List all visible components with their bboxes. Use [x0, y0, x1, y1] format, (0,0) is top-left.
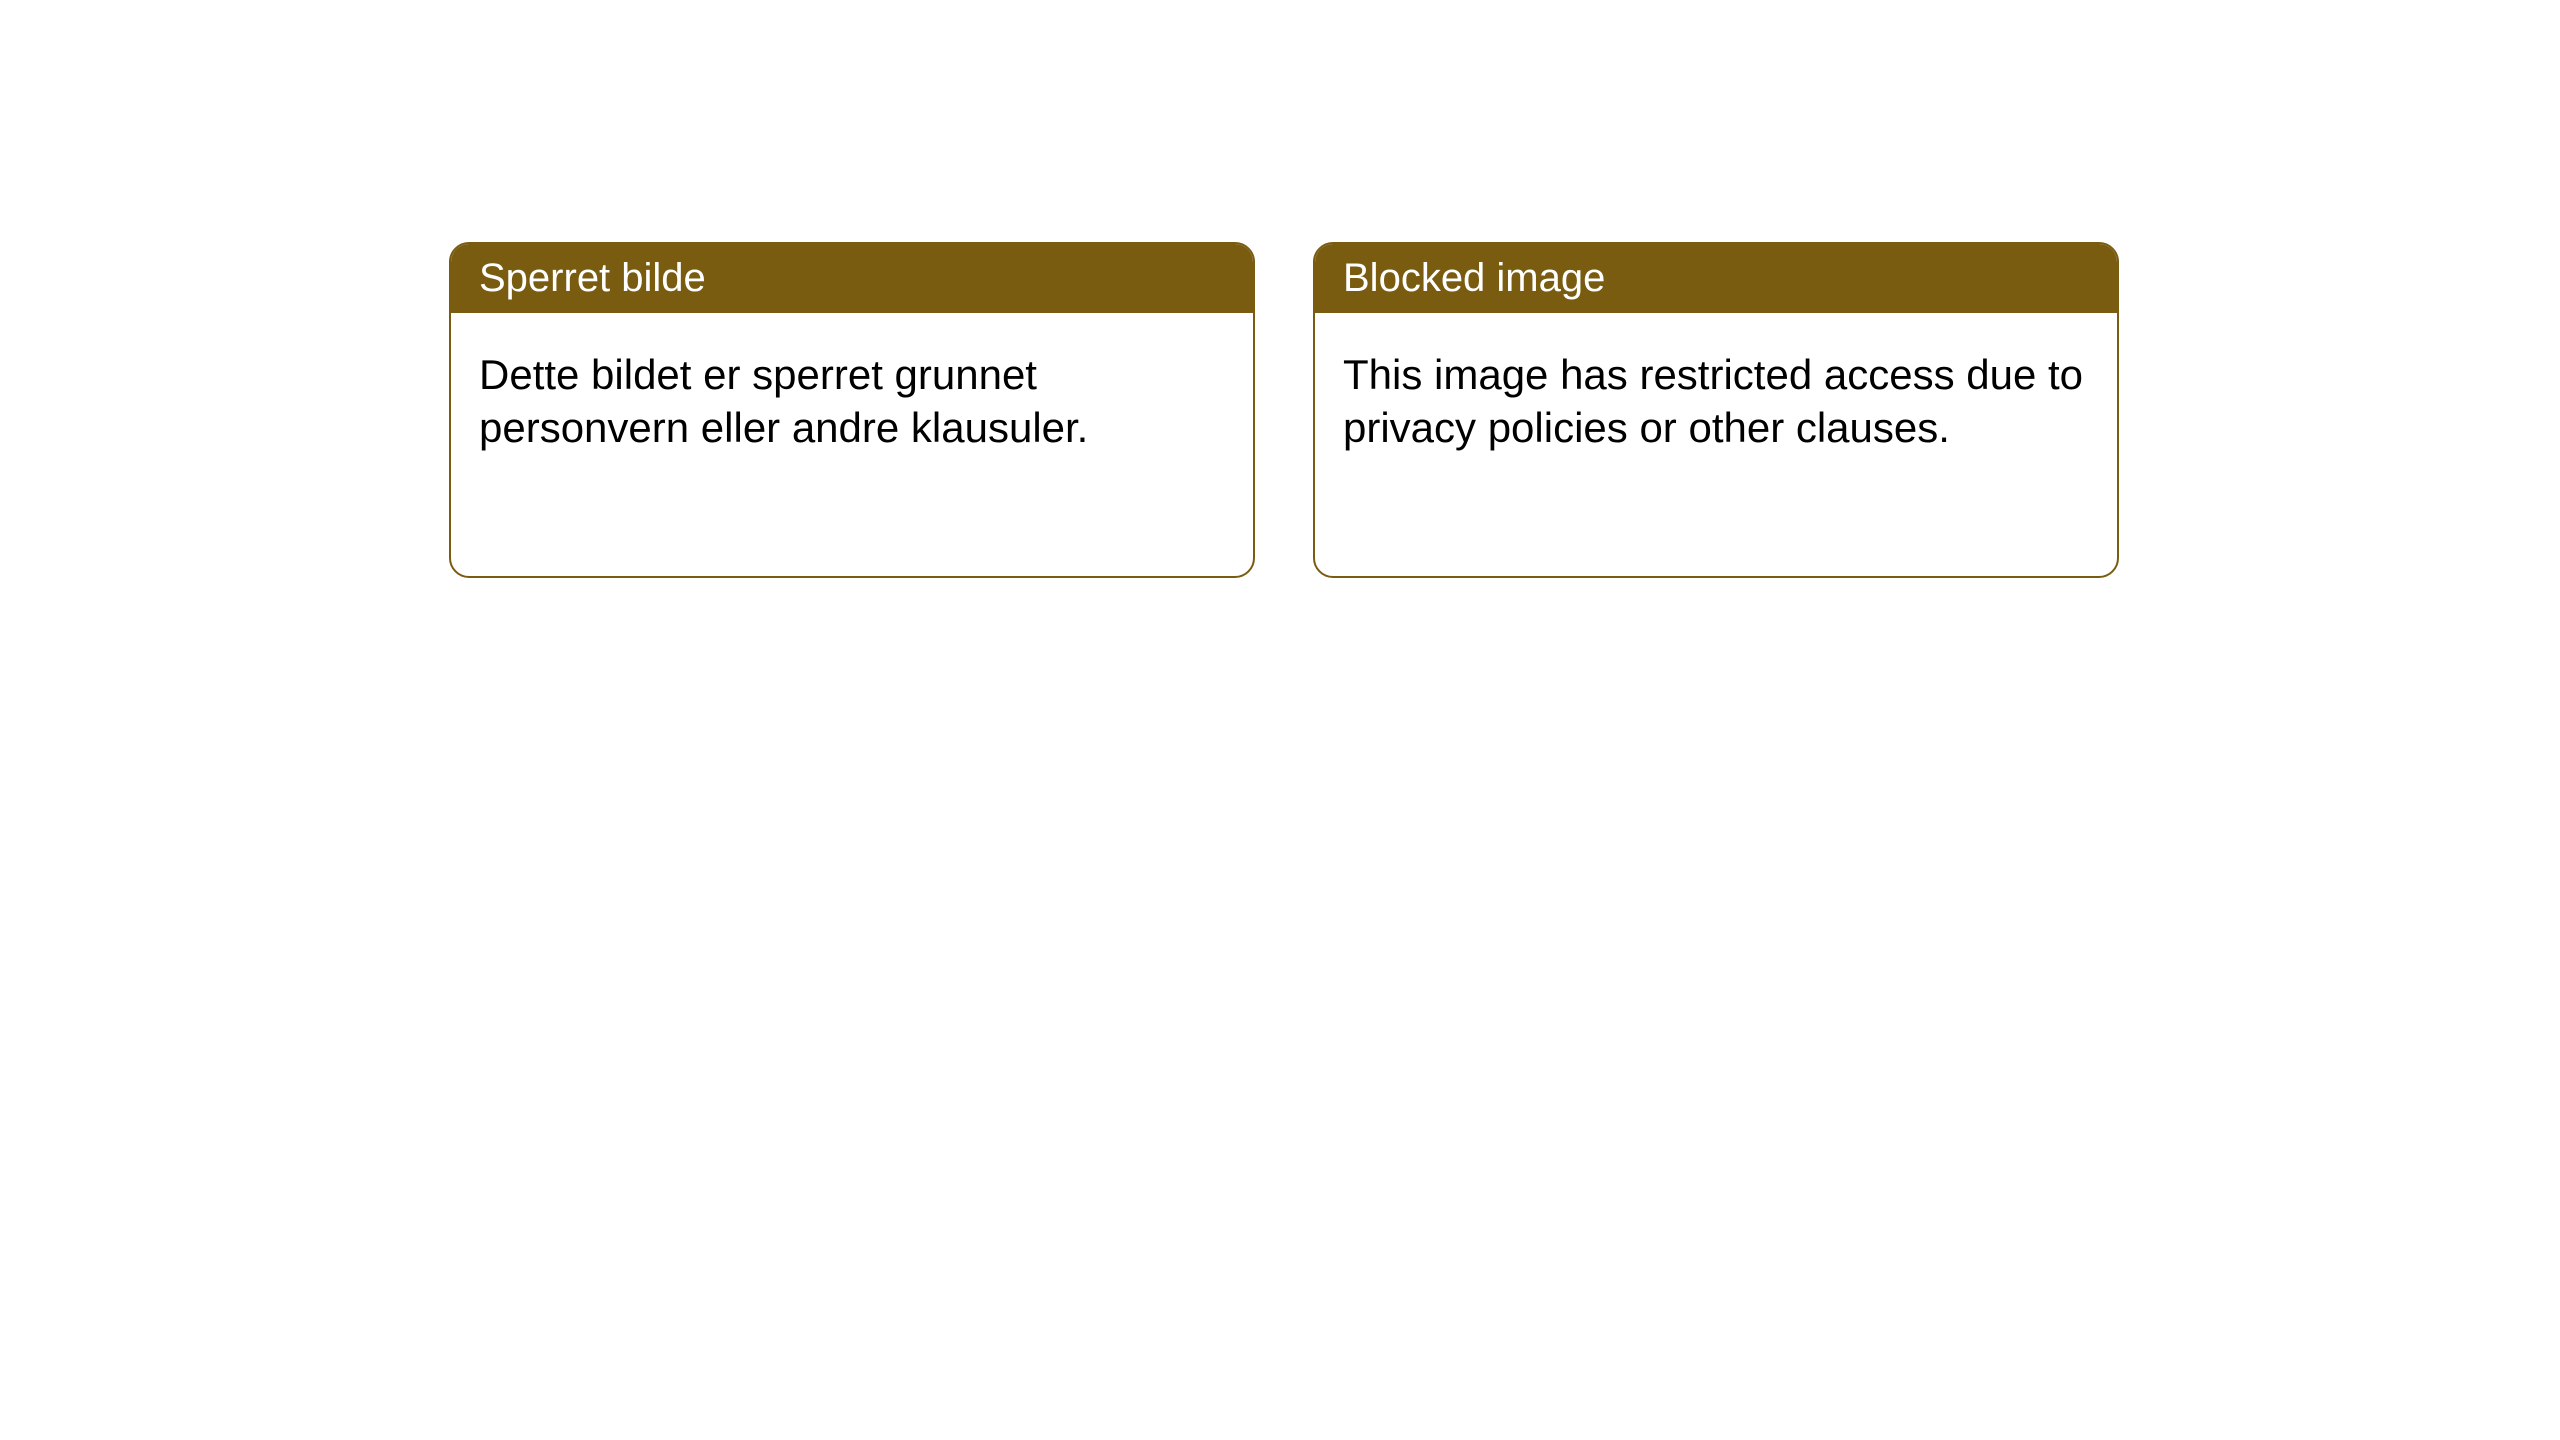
notice-text: Dette bildet er sperret grunnet personve…: [479, 351, 1088, 451]
notice-text: This image has restricted access due to …: [1343, 351, 2083, 451]
notice-header: Sperret bilde: [451, 244, 1253, 313]
notice-header: Blocked image: [1315, 244, 2117, 313]
notice-card-norwegian: Sperret bilde Dette bildet er sperret gr…: [449, 242, 1255, 578]
notice-body: This image has restricted access due to …: [1315, 313, 2117, 490]
notices-container: Sperret bilde Dette bildet er sperret gr…: [0, 0, 2560, 578]
notice-title: Blocked image: [1343, 256, 1605, 300]
notice-body: Dette bildet er sperret grunnet personve…: [451, 313, 1253, 490]
notice-title: Sperret bilde: [479, 256, 706, 300]
notice-card-english: Blocked image This image has restricted …: [1313, 242, 2119, 578]
